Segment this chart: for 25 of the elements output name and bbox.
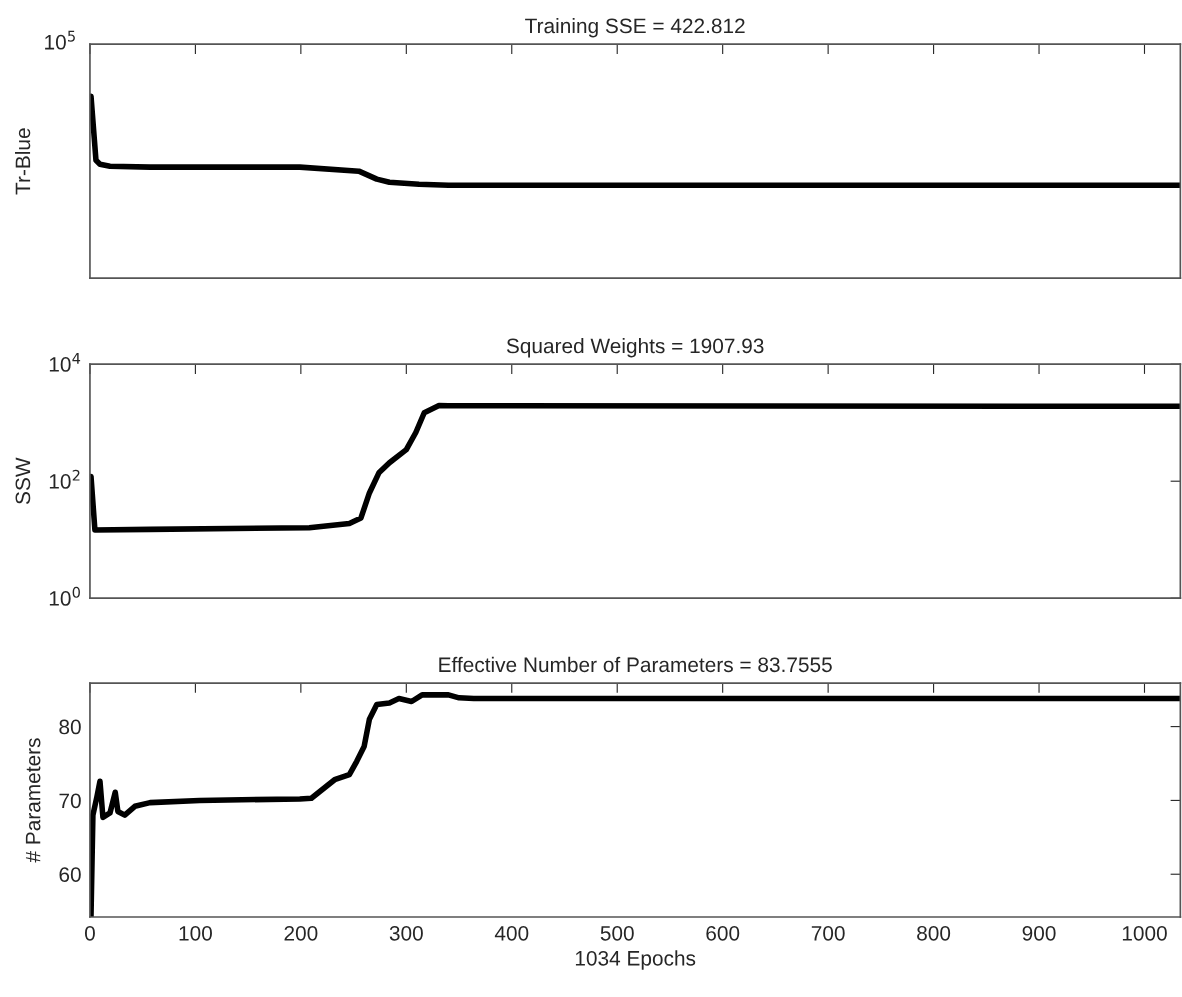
x-tick-label: 500 (600, 925, 634, 941)
x-tick-label: 600 (706, 925, 740, 941)
y-tick-label: 60 (59, 867, 81, 882)
x-axis-title: 1034 Epochs (575, 950, 696, 970)
y-tick-label: 10$^{2}$ (49, 469, 80, 489)
chart-title: Training SSE = 422.812 (525, 17, 745, 38)
y-tick-label: 10$^{4}$ (49, 353, 81, 372)
x-tick-label: 700 (811, 925, 845, 941)
y-axis-title: Tr-Blue (14, 128, 31, 195)
chart-title: Squared Weights = 1907.93 (506, 338, 764, 358)
x-tick-label: 400 (494, 925, 529, 941)
x-tick-label: 300 (389, 925, 423, 941)
y-tick-label: 70 (59, 793, 81, 809)
x-tick-label: 0 (84, 925, 95, 941)
y-tick-label: 10$^{0}$ (49, 586, 80, 606)
y-tick-label: 80 (59, 719, 81, 735)
chart-title: Effective Number of Parameters = 83.7555 (439, 656, 832, 673)
y-axis-title: SSW (15, 457, 31, 504)
x-tick-label: 200 (284, 925, 318, 941)
y-axis-title: # Parameters (25, 738, 41, 863)
x-tick-label: 800 (917, 925, 951, 941)
x-tick-label: 100 (179, 925, 212, 941)
text: 10$^{5}$ (45, 30, 75, 50)
x-tick-label: 900 (1022, 925, 1056, 941)
x-tick-label: 1000 (1122, 925, 1167, 941)
